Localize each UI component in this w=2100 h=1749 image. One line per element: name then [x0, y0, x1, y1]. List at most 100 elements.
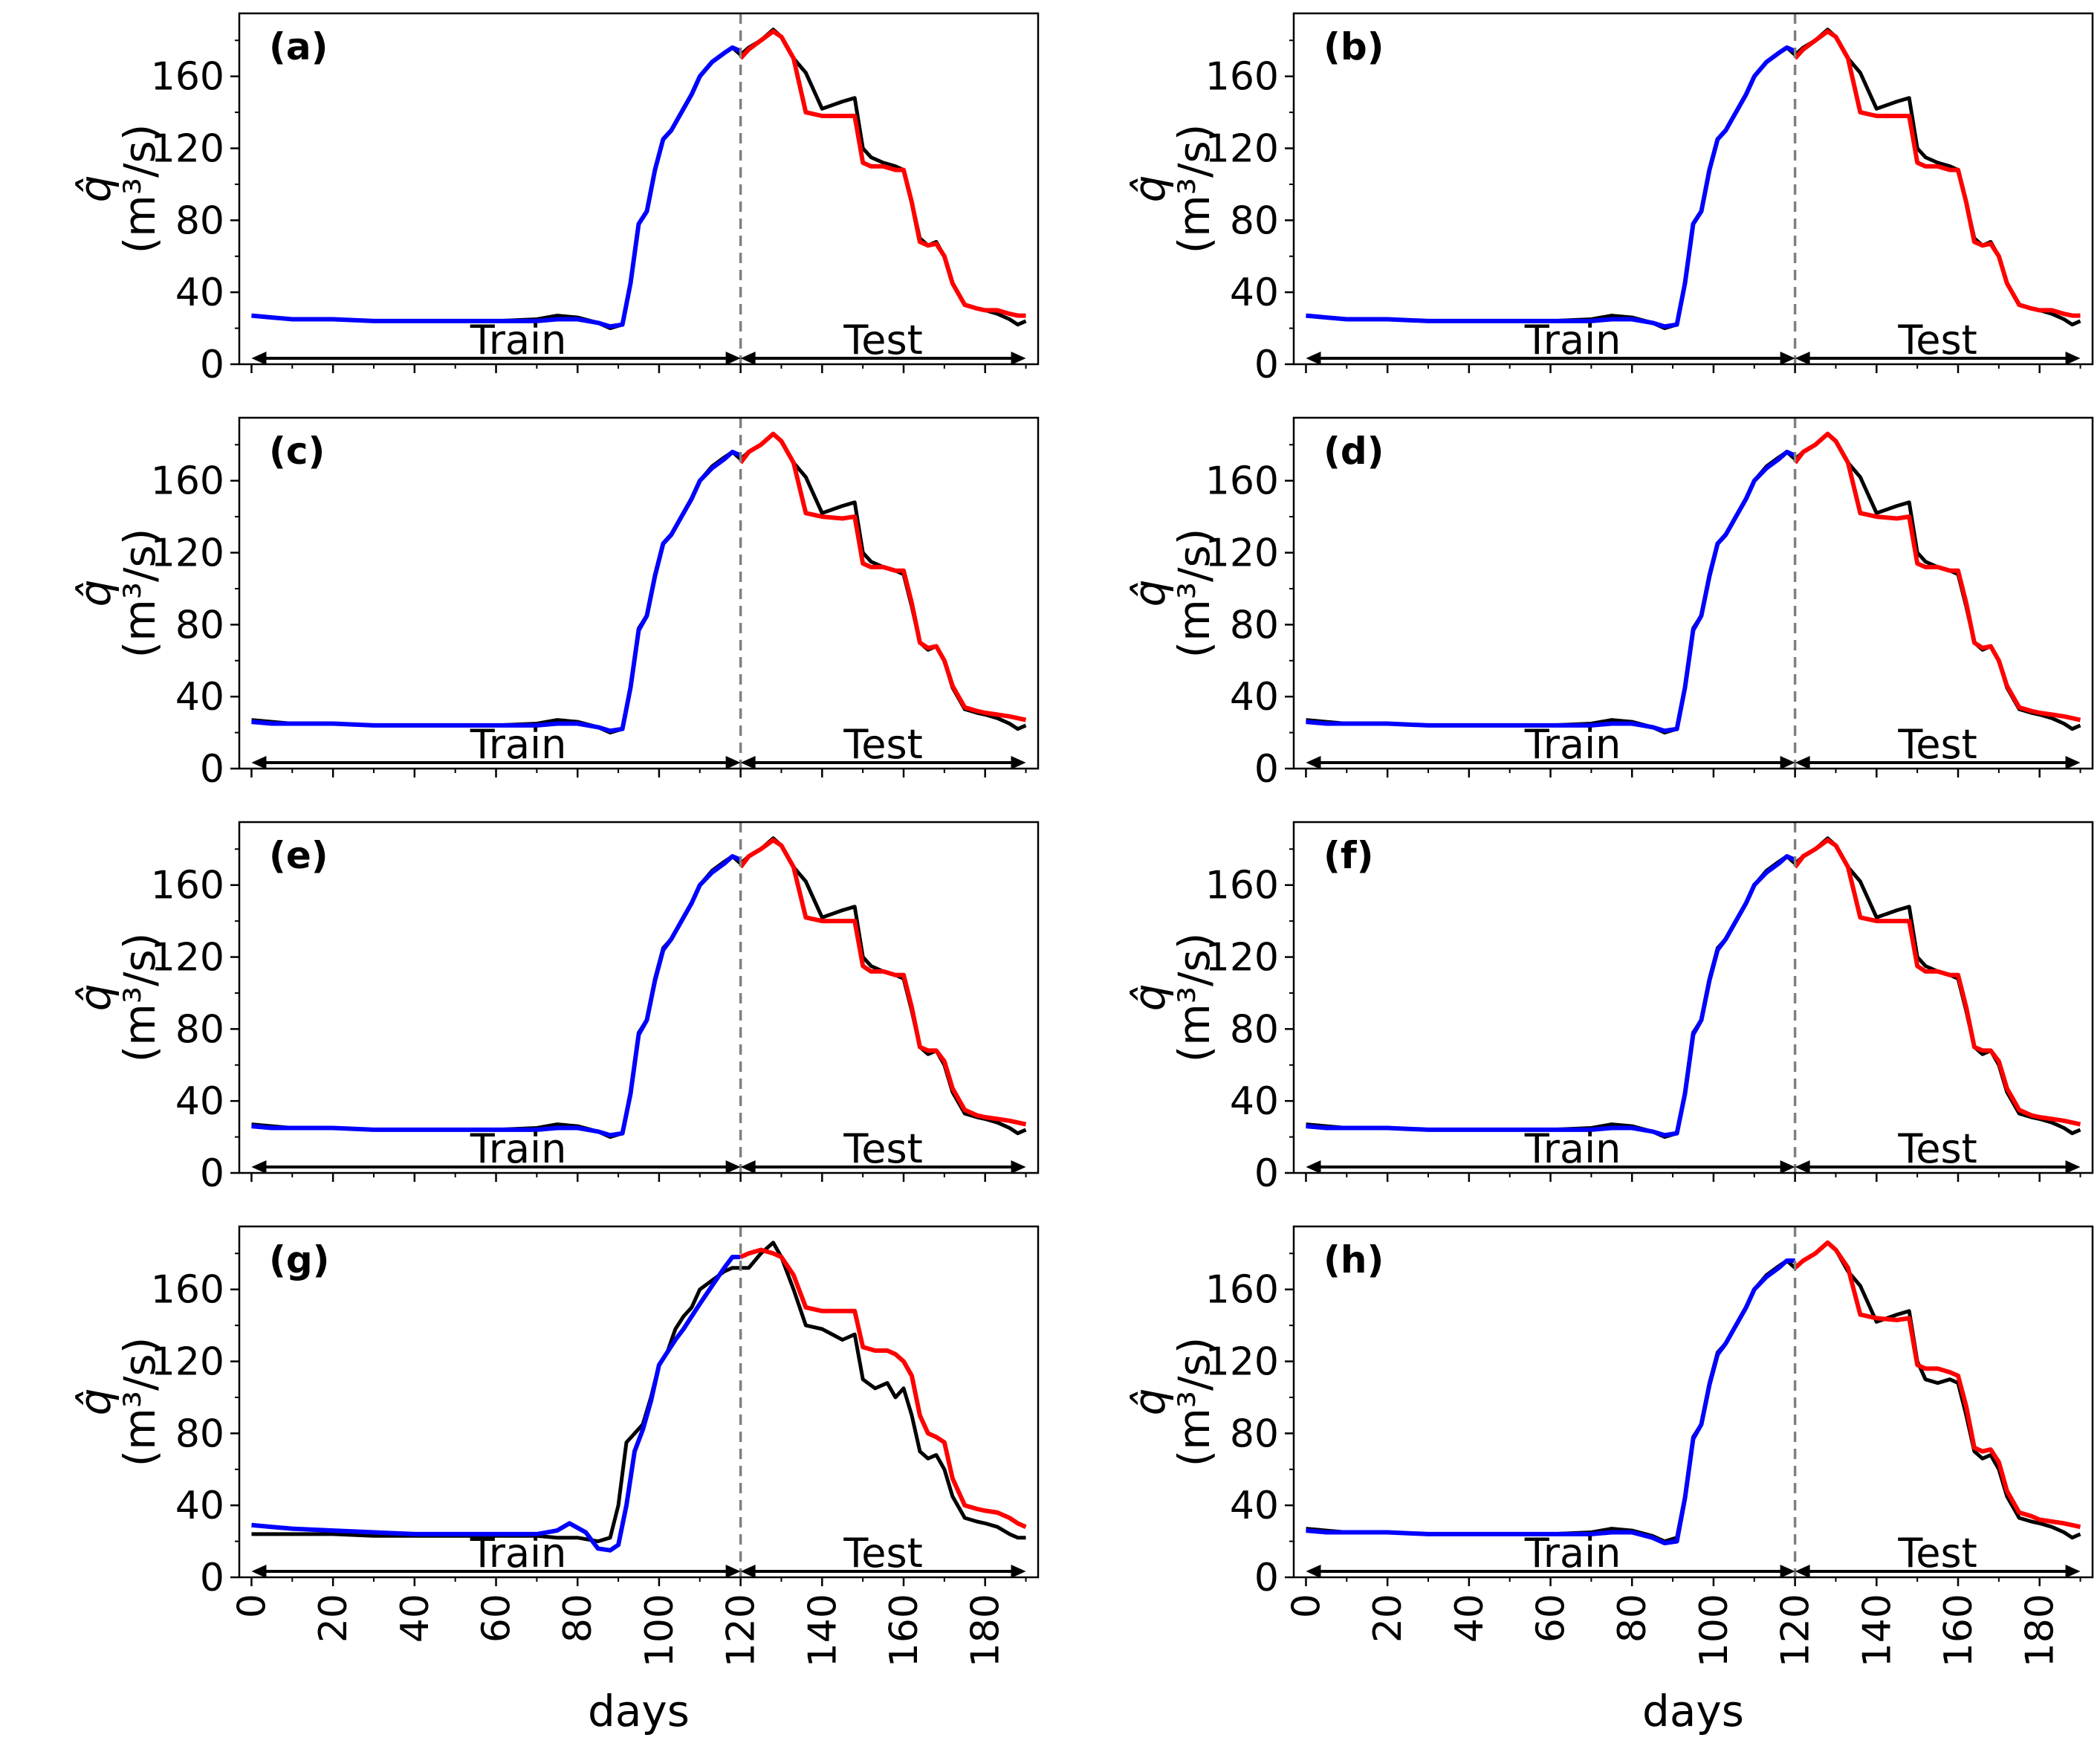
- panel-label: (f): [1323, 834, 1373, 877]
- panel-label: (g): [269, 1238, 330, 1281]
- y-tick-label: 0: [200, 747, 224, 792]
- series-line-test: [739, 1247, 1027, 1529]
- train-arrow-head-left: [251, 1565, 267, 1578]
- panel-f: Train Test 0 40 80 120 160 q̂(m³/s) (f): [1124, 821, 2094, 1196]
- axes-frame: [238, 821, 1040, 1174]
- y-tick-label: 80: [1230, 1412, 1279, 1456]
- x-tick-label: 160: [1937, 1594, 1981, 1667]
- y-axis-title-symbol: q̂: [70, 984, 120, 1012]
- y-tick-label: 160: [151, 864, 224, 908]
- train-arrow-head-right: [725, 1160, 741, 1174]
- y-tick-label: 0: [1254, 747, 1279, 792]
- test-label: Test: [1897, 317, 1977, 363]
- y-tick-label: 0: [200, 1151, 224, 1196]
- x-tick-label: 20: [1366, 1594, 1410, 1643]
- y-tick-label: 80: [1230, 198, 1279, 243]
- y-tick-label: 0: [200, 1556, 224, 1600]
- panel-c: Train Test 0 40 80 120 160 q̂(m³/s) (c): [70, 416, 1040, 792]
- test-arrow-head-right: [2065, 1565, 2081, 1578]
- test-label: Test: [843, 721, 922, 768]
- x-tick-label: 140: [800, 1594, 845, 1667]
- y-tick-label: 120: [1205, 936, 1279, 980]
- train-label: Train: [1524, 721, 1621, 768]
- test-arrow-head-right: [1011, 1160, 1026, 1174]
- series-line-test: [1793, 29, 2081, 318]
- series-line-test: [739, 838, 1027, 1127]
- y-tick-label: 40: [175, 1079, 224, 1124]
- train-label: Train: [1524, 1530, 1621, 1577]
- y-tick-label: 160: [1205, 1268, 1279, 1313]
- panel-g: Train Test 0 40 80 120 160 0 20 40 60 80 100 120 140 16…: [70, 1225, 1040, 1736]
- test-arrow-head-left: [1795, 756, 1810, 769]
- train-label: Train: [1524, 317, 1621, 363]
- series-line-train: [251, 1255, 741, 1553]
- test-label: Test: [1897, 1530, 1977, 1577]
- series-line-train: [1306, 1258, 1795, 1545]
- x-axis-title: days: [1642, 1686, 1744, 1736]
- series-line-observed: [1306, 28, 2081, 331]
- series-line-train: [251, 854, 742, 1138]
- test-arrow-head-right: [2065, 352, 2081, 365]
- train-arrow-head-left: [251, 352, 267, 365]
- train-arrow-head-left: [251, 1160, 267, 1174]
- y-tick-label: 40: [1230, 271, 1279, 315]
- series-line-observed: [251, 432, 1027, 735]
- y-axis-title-units: (m³/s): [1169, 1337, 1219, 1467]
- y-axis-title-units: (m³/s): [114, 124, 165, 254]
- panel-label: (h): [1323, 1238, 1384, 1281]
- y-tick-label: 120: [151, 936, 224, 980]
- y-tick-label: 80: [175, 1412, 224, 1456]
- y-axis-title-units: (m³/s): [114, 933, 165, 1063]
- y-tick-label: 80: [175, 198, 224, 243]
- panel-h: Train Test 0 40 80 120 160 0 20 40 60 80 100 120 140 16…: [1124, 1225, 2094, 1736]
- axes-frame: [1292, 12, 2094, 366]
- y-tick-label: 160: [1205, 864, 1279, 908]
- y-axis-title-units: (m³/s): [1169, 528, 1219, 659]
- x-tick-label: 100: [1692, 1594, 1737, 1667]
- axes-frame: [1292, 416, 2094, 770]
- y-tick-label: 40: [175, 675, 224, 720]
- x-tick-label: 180: [964, 1594, 1008, 1667]
- x-tick-label: 140: [1855, 1594, 1899, 1667]
- test-label: Test: [843, 1125, 922, 1172]
- y-tick-label: 0: [1254, 1556, 1279, 1600]
- y-tick-label: 120: [151, 127, 224, 172]
- y-tick-label: 80: [175, 603, 224, 647]
- x-tick-label: 120: [1774, 1594, 1818, 1667]
- train-arrow-head-right: [725, 352, 741, 365]
- train-label: Train: [470, 1530, 567, 1577]
- train-arrow-head-right: [1780, 1160, 1795, 1174]
- test-label: Test: [843, 1530, 922, 1577]
- x-tick-label: 80: [1610, 1594, 1655, 1643]
- y-tick-label: 160: [151, 55, 224, 100]
- y-axis-title-symbol: q̂: [70, 175, 120, 203]
- series-line-test: [739, 29, 1026, 318]
- train-arrow-head-left: [251, 756, 267, 769]
- series-line-test: [1793, 431, 2081, 722]
- series-line-observed: [251, 1241, 1026, 1544]
- train-label: Train: [470, 317, 567, 363]
- train-arrow-head-left: [1306, 352, 1321, 365]
- series-line-observed: [1306, 432, 2081, 735]
- y-tick-label: 40: [175, 1484, 224, 1528]
- y-tick-label: 160: [151, 1268, 224, 1313]
- series-line-test: [1793, 838, 2081, 1127]
- y-tick-label: 160: [151, 459, 224, 504]
- test-arrow-head-left: [740, 352, 756, 365]
- x-tick-label: 40: [393, 1594, 438, 1643]
- train-label: Train: [470, 1125, 567, 1172]
- series-line-test: [1793, 1240, 2081, 1530]
- y-tick-label: 120: [1205, 531, 1279, 576]
- test-arrow-head-right: [2065, 1160, 2081, 1174]
- panel-label: (a): [269, 25, 328, 68]
- y-tick-label: 120: [1205, 1340, 1279, 1385]
- x-tick-label: 180: [2018, 1594, 2063, 1667]
- axes-frame: [1292, 821, 2094, 1174]
- panel-a: Train Test 0 40 80 120 160 q̂(m³/s) (a): [70, 12, 1040, 387]
- series-line-train: [251, 450, 742, 734]
- panel-label: (b): [1323, 25, 1384, 68]
- train-arrow-head-right: [1780, 352, 1795, 365]
- series-line-train: [1306, 45, 1796, 329]
- panel-label: (d): [1323, 430, 1384, 473]
- y-tick-label: 40: [1230, 675, 1279, 720]
